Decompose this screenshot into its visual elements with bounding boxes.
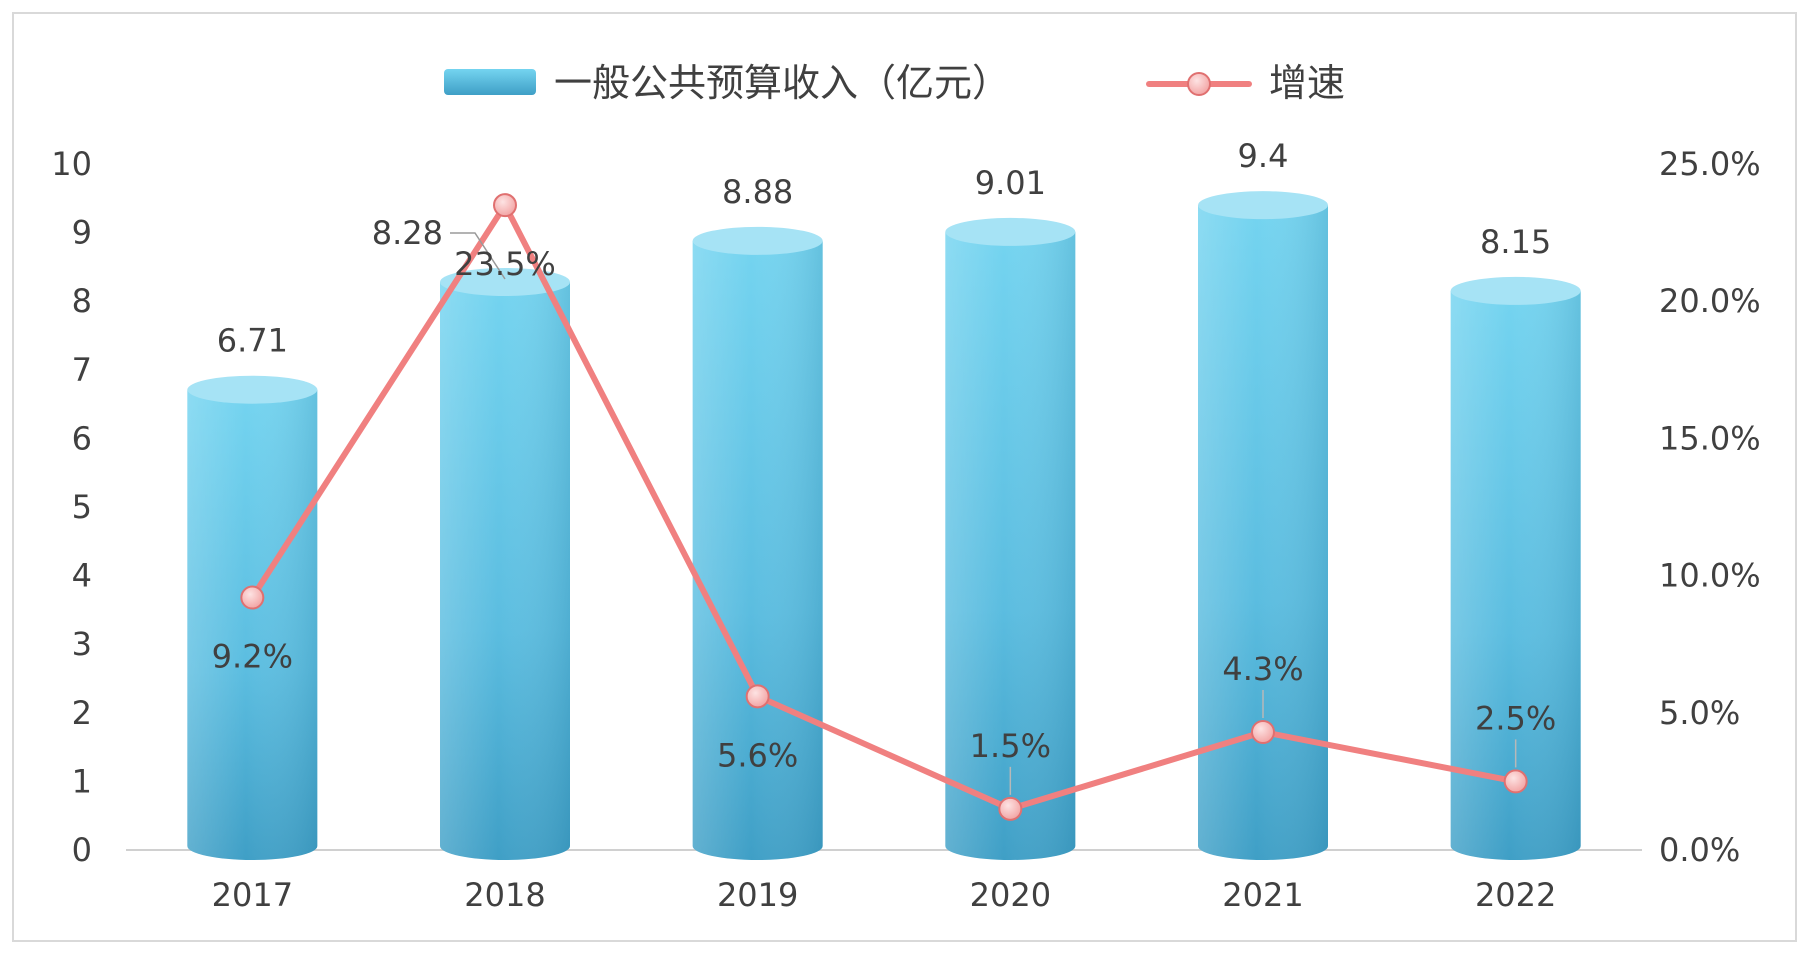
x-tick-label: 2022 — [1475, 876, 1556, 914]
y-right-tick-label: 5.0% — [1659, 694, 1740, 732]
bar-shading — [945, 231, 1076, 860]
y-left-tick-label: 3 — [72, 625, 92, 663]
bar-shading — [1450, 290, 1581, 860]
y-axis-left: 0 1 2 3 4 5 6 7 8 9 10 — [51, 145, 92, 869]
y-left-tick-label: 0 — [72, 831, 92, 869]
x-tick-label: 2019 — [717, 876, 798, 914]
bar-top-cap — [440, 267, 570, 296]
y-left-tick-label: 4 — [72, 557, 92, 595]
bar-value-label: 8.88 — [722, 173, 793, 211]
bar-shading — [440, 281, 570, 860]
y-left-tick-label: 6 — [72, 419, 92, 457]
bar-label-leader-line — [450, 232, 506, 280]
bar — [1198, 191, 1328, 860]
legend-label-growth: 增速 — [1269, 61, 1345, 105]
y-left-tick-label: 1 — [72, 762, 92, 800]
y-left-tick-label: 5 — [72, 488, 92, 526]
bar-value-label: 6.71 — [217, 322, 288, 360]
growth-value-label: 5.6% — [717, 736, 798, 774]
bar-top-cap — [692, 226, 823, 255]
bar-shading — [187, 389, 318, 860]
y-right-tick-label: 25.0% — [1659, 145, 1761, 183]
legend-swatch-revenue — [444, 69, 536, 95]
growth-line — [249, 202, 1517, 812]
x-tick-label: 2021 — [1222, 876, 1303, 914]
y-right-tick-label: 0.0% — [1659, 831, 1740, 869]
growth-point — [1503, 769, 1528, 794]
x-tick-label: 2017 — [212, 876, 293, 914]
bar — [945, 217, 1076, 860]
y-left-tick-label: 9 — [72, 214, 92, 252]
bar-top-cap — [1198, 191, 1328, 220]
growth-point — [998, 796, 1023, 821]
y-left-tick-label: 7 — [72, 351, 92, 389]
growth-point — [1251, 720, 1275, 745]
growth-point — [240, 585, 265, 610]
y-left-tick-label: 8 — [72, 282, 92, 320]
growth-line-series — [240, 193, 1528, 821]
y-right-tick-label: 20.0% — [1659, 282, 1761, 320]
chart-legend: 一般公共预算收入（亿元） 增速 — [444, 61, 1345, 105]
y-right-tick-label: 10.0% — [1659, 557, 1761, 595]
bar-top-cap — [187, 375, 318, 404]
growth-value-label: 2.5% — [1475, 699, 1556, 737]
growth-value-label: 23.5% — [454, 245, 556, 283]
bar — [440, 267, 570, 860]
y-axis-right: 0.0% 5.0% 10.0% 15.0% 20.0% 25.0% — [1659, 145, 1761, 869]
y-left-tick-label: 2 — [72, 694, 92, 732]
bar-value-label: 9.4 — [1238, 137, 1289, 175]
legend-item-growth: 增速 — [1146, 61, 1345, 105]
chart-svg: 一般公共预算收入（亿元） 增速 0 1 2 3 4 5 6 7 8 9 10 0.0% 5.0% 10.… — [51, 61, 1761, 914]
legend-item-revenue: 一般公共预算收入（亿元） — [444, 61, 1010, 105]
bar-series — [187, 191, 1581, 860]
x-tick-label: 2018 — [464, 876, 545, 914]
bar-top-cap — [1450, 276, 1581, 305]
bar-value-label: 8.28 — [372, 214, 443, 252]
bar-top-cap — [945, 217, 1076, 246]
bar-value-label: 9.01 — [975, 164, 1046, 202]
x-axis: 2017 2018 2019 2020 2021 2022 — [212, 876, 1557, 914]
y-right-tick-label: 15.0% — [1659, 419, 1761, 457]
bar-shading — [692, 240, 823, 860]
legend-label-revenue: 一般公共预算收入（亿元） — [554, 61, 1010, 105]
growth-value-label: 9.2% — [212, 638, 293, 676]
x-tick-label: 2020 — [970, 876, 1051, 914]
growth-point — [745, 684, 770, 709]
growth-point — [493, 193, 517, 218]
bar-value-label: 8.15 — [1480, 223, 1551, 261]
data-labels: 6.71 8.28 8.88 9.01 9.4 8.15 9.2% 23.5% 5.6% 1.5%… — [212, 137, 1556, 795]
chart-frame: 一般公共预算收入（亿元） 增速 0 1 2 3 4 5 6 7 8 9 10 0.0% 5.0% 10.… — [12, 12, 1797, 942]
y-left-tick-label: 10 — [51, 145, 92, 183]
growth-value-label: 1.5% — [970, 727, 1051, 765]
bar — [187, 375, 318, 860]
legend-marker-growth — [1187, 72, 1211, 96]
bar — [1450, 276, 1581, 860]
bar-shading — [1198, 205, 1328, 860]
growth-value-label: 4.3% — [1222, 650, 1303, 688]
bar — [692, 226, 823, 860]
